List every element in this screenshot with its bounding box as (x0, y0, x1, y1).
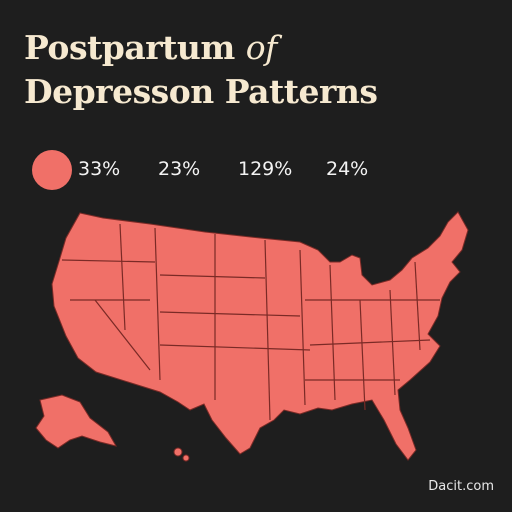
legend-swatch-circle (32, 150, 72, 190)
state-borders (61, 223, 440, 421)
title-line-2: Depresson Patterns (24, 72, 378, 111)
hawaii-island-1 (173, 447, 183, 457)
legend-value-2: 23% (158, 158, 201, 180)
title-line-1: Postpartum of (24, 26, 494, 70)
title-line-1-text: Postpartum (24, 28, 246, 67)
legend: 33% 23% 129% 24% (32, 148, 472, 192)
contiguous-us-shape (51, 211, 469, 461)
alaska-shape (35, 394, 118, 449)
hawaii-island-2 (182, 454, 190, 462)
title-emphasis: of (245, 28, 278, 67)
legend-value-4: 24% (326, 158, 369, 180)
source-credit: Dacit.com (428, 479, 494, 494)
page-title: Postpartum of Depresson Patterns (24, 26, 494, 114)
legend-value-1: 33% (78, 158, 121, 180)
legend-value-3: 129% (238, 158, 293, 180)
